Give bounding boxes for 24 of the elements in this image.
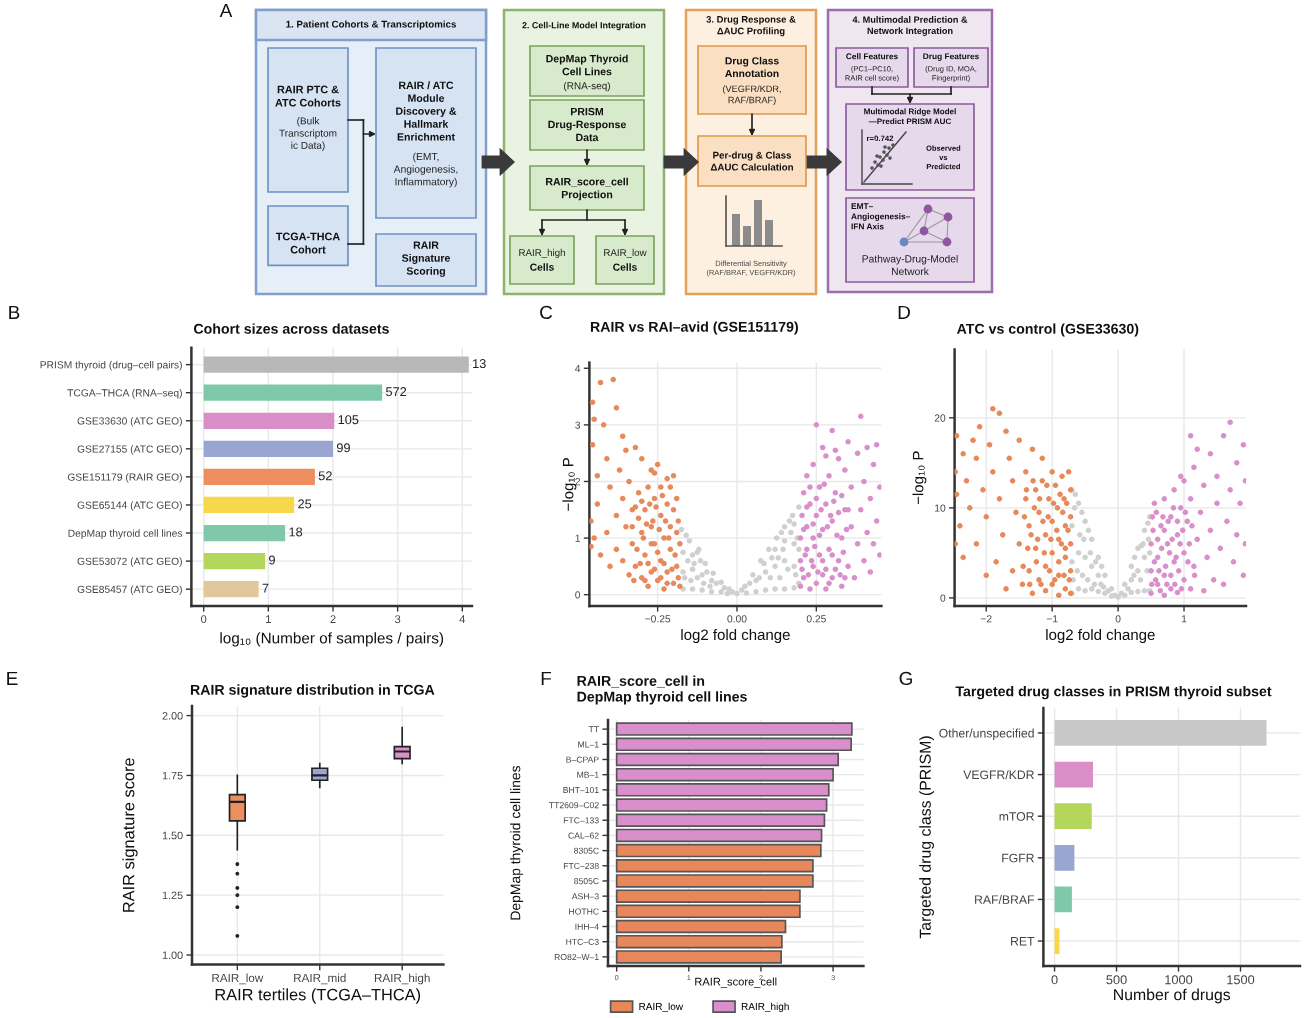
bar — [1054, 928, 1060, 954]
text: B — [9, 305, 20, 319]
text: D — [898, 305, 910, 319]
bar — [1054, 720, 1267, 746]
text: E — [7, 671, 18, 685]
bar — [1054, 761, 1093, 788]
bar — [1054, 844, 1075, 871]
bar — [1054, 886, 1072, 913]
text: F — [541, 671, 552, 685]
text: C — [540, 305, 553, 320]
bar — [203, 440, 333, 457]
bar — [203, 552, 266, 570]
bar — [203, 581, 259, 598]
text: G — [899, 671, 912, 686]
bar — [1054, 803, 1092, 830]
bar — [203, 356, 469, 373]
bar — [203, 412, 335, 429]
x-axis-title: RAIR tertiles (TCGA–THCA) — [215, 988, 421, 1004]
bar — [203, 468, 315, 486]
bar — [203, 384, 383, 401]
y-axis-title: RAIR signature score — [122, 758, 138, 912]
bar — [203, 496, 295, 514]
bar — [203, 524, 286, 542]
text: A — [219, 3, 233, 17]
